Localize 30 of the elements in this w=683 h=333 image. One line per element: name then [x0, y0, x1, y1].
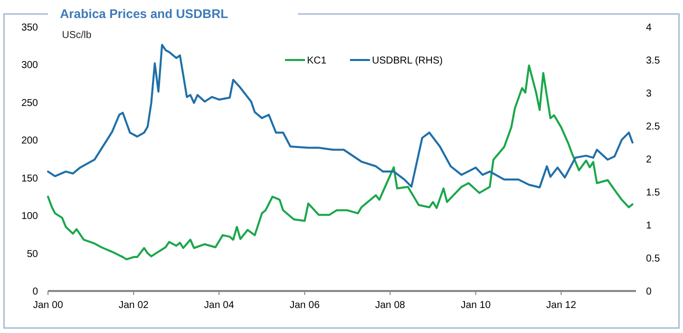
- x-tick-label: Jan 08: [375, 300, 406, 311]
- y2-tick-label: 2: [646, 154, 652, 166]
- chart-title: Arabica Prices and USDBRL: [60, 7, 228, 21]
- y2-tick-label: 3.5: [646, 56, 660, 66]
- y-tick-label: 100: [21, 211, 38, 222]
- y-tick-label: 0: [32, 286, 38, 298]
- x-tick-label: Jan 00: [32, 300, 64, 311]
- x-tick-label: Jan 12: [546, 300, 577, 311]
- y-tick-label: 200: [21, 136, 38, 147]
- y2-tick-label: 3: [646, 88, 652, 100]
- y-tick-label: 300: [21, 60, 38, 72]
- y-tick-label: 250: [21, 98, 38, 109]
- y2-tick-label: 0: [646, 286, 652, 298]
- y2-tick-label: 1.5: [646, 188, 660, 198]
- line-series: [47, 44, 634, 188]
- y2-tick-label: 1: [646, 220, 652, 232]
- y-tick-label: 350: [21, 22, 38, 34]
- legend-label: USDBRL (RHS): [372, 56, 443, 66]
- x-tick-label: Jan 10: [460, 300, 492, 311]
- x-tick-label: Jan 06: [290, 300, 320, 311]
- y-axis-title: USc/lb: [62, 30, 92, 41]
- x-tick-label: Jan 04: [204, 300, 235, 311]
- y2-tick-label: 2.5: [646, 122, 660, 132]
- x-tick-label: Jan 02: [118, 300, 150, 311]
- y-tick-label: 50: [26, 248, 38, 260]
- legend-label: KC1: [307, 56, 327, 66]
- y2-tick-label: 4: [646, 22, 652, 34]
- y2-tick-label: 0.5: [646, 254, 660, 264]
- y-tick-label: 150: [21, 173, 38, 184]
- line-series: [47, 64, 634, 260]
